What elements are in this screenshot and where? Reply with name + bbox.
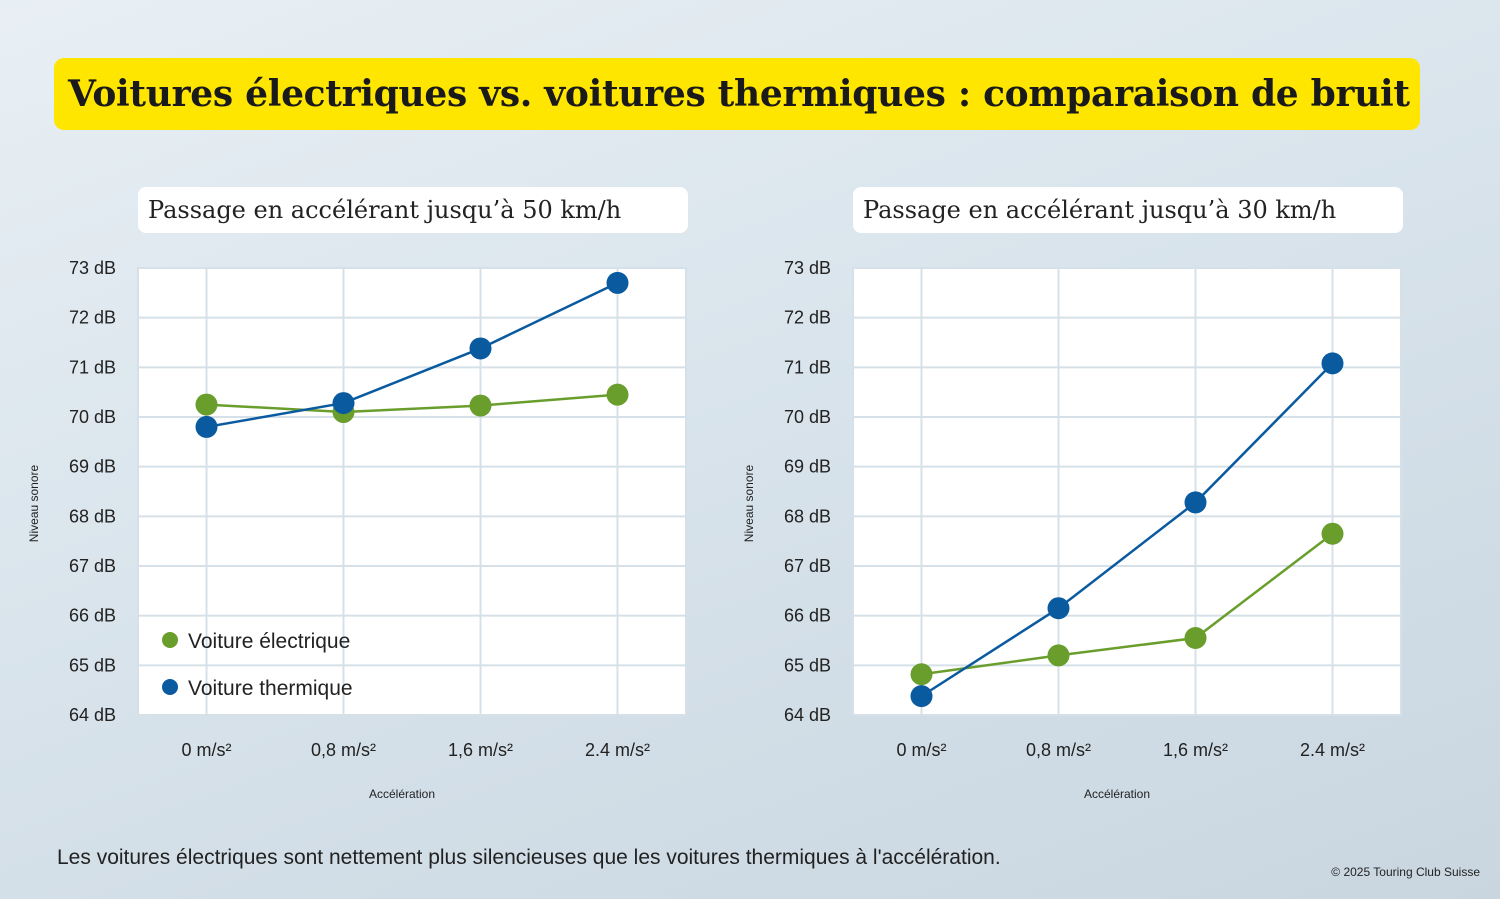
plot-area bbox=[853, 268, 1401, 715]
series-line bbox=[206, 281, 619, 429]
y-tick-label: 64 dB bbox=[69, 705, 116, 725]
data-point bbox=[910, 663, 933, 686]
y-tick-label: 70 dB bbox=[69, 407, 116, 427]
x-tick-label: 2.4 m/s² bbox=[1300, 740, 1365, 760]
x-tick-label: 0,8 m/s² bbox=[1026, 740, 1091, 760]
y-tick-label: 66 dB bbox=[784, 606, 831, 626]
y-tick-label: 64 dB bbox=[784, 705, 831, 725]
x-tick-label: 1,6 m/s² bbox=[448, 740, 513, 760]
legend-label: Voiture électrique bbox=[188, 630, 350, 653]
y-tick-label: 69 dB bbox=[69, 457, 116, 477]
data-point bbox=[195, 393, 218, 416]
legend-marker bbox=[162, 679, 178, 695]
data-point bbox=[606, 383, 629, 406]
data-point bbox=[1184, 491, 1207, 514]
copyright: © 2025 Touring Club Suisse bbox=[1331, 865, 1480, 879]
data-point bbox=[1047, 644, 1070, 667]
x-tick-label: 0 m/s² bbox=[896, 740, 946, 760]
y-axis-label: Niveau sonore bbox=[742, 464, 756, 542]
data-point bbox=[195, 415, 218, 438]
chart-50kmh: 64 dB 65 dB 66 dB 67 dB 68 dB 69 dB 70 dB 71 dB… bbox=[27, 258, 687, 801]
y-tick-label: 72 dB bbox=[784, 308, 831, 328]
title-banner: Voitures électriques vs. voitures thermi… bbox=[54, 58, 1420, 130]
series-line bbox=[921, 532, 1334, 676]
data-point bbox=[469, 394, 492, 417]
y-tick-label: 65 dB bbox=[784, 655, 831, 675]
y-tick-label: 71 dB bbox=[69, 357, 116, 377]
plot-area bbox=[138, 268, 686, 715]
data-point bbox=[469, 337, 492, 360]
chart-1-subtitle: Passage en accélérant jusqu’à 50 km/h bbox=[138, 187, 688, 233]
series-line bbox=[206, 393, 618, 414]
plot-frame bbox=[137, 267, 687, 716]
data-point bbox=[1321, 352, 1344, 375]
x-tick-label: 1,6 m/s² bbox=[1163, 740, 1228, 760]
data-point bbox=[1321, 522, 1344, 545]
x-axis-label: Accélération bbox=[369, 787, 435, 801]
y-tick-label: 73 dB bbox=[784, 258, 831, 278]
data-point bbox=[606, 271, 629, 294]
y-tick-label: 71 dB bbox=[784, 357, 831, 377]
x-axis-label: Accélération bbox=[1084, 787, 1150, 801]
legend-label: Voiture thermique bbox=[188, 677, 353, 700]
footnote: Les voitures électriques sont nettement … bbox=[57, 846, 1001, 869]
x-tick-label: 2.4 m/s² bbox=[585, 740, 650, 760]
plot-frame bbox=[852, 267, 1402, 716]
series-line bbox=[920, 362, 1334, 698]
chart-2-subtitle: Passage en accélérant jusqu’à 30 km/h bbox=[853, 187, 1403, 233]
y-tick-label: 68 dB bbox=[784, 506, 831, 526]
data-point bbox=[1047, 597, 1070, 620]
y-tick-label: 67 dB bbox=[69, 556, 116, 576]
x-tick-label: 0 m/s² bbox=[181, 740, 231, 760]
y-axis-label: Niveau sonore bbox=[27, 464, 41, 542]
page-title: Voitures électriques vs. voitures thermi… bbox=[68, 73, 1410, 115]
y-tick-label: 73 dB bbox=[69, 258, 116, 278]
y-tick-label: 66 dB bbox=[69, 606, 116, 626]
y-tick-label: 65 dB bbox=[69, 655, 116, 675]
y-tick-label: 72 dB bbox=[69, 308, 116, 328]
y-tick-label: 68 dB bbox=[69, 506, 116, 526]
data-point bbox=[910, 685, 933, 708]
data-point bbox=[332, 392, 355, 415]
legend-marker bbox=[162, 632, 178, 648]
x-tick-label: 0,8 m/s² bbox=[311, 740, 376, 760]
data-point bbox=[1184, 627, 1207, 650]
y-tick-label: 69 dB bbox=[784, 457, 831, 477]
y-tick-label: 70 dB bbox=[784, 407, 831, 427]
chart-30kmh: 64 dB 65 dB 66 dB 67 dB 68 dB 69 dB 70 dB 71 dB… bbox=[742, 258, 1402, 801]
y-tick-label: 67 dB bbox=[784, 556, 831, 576]
